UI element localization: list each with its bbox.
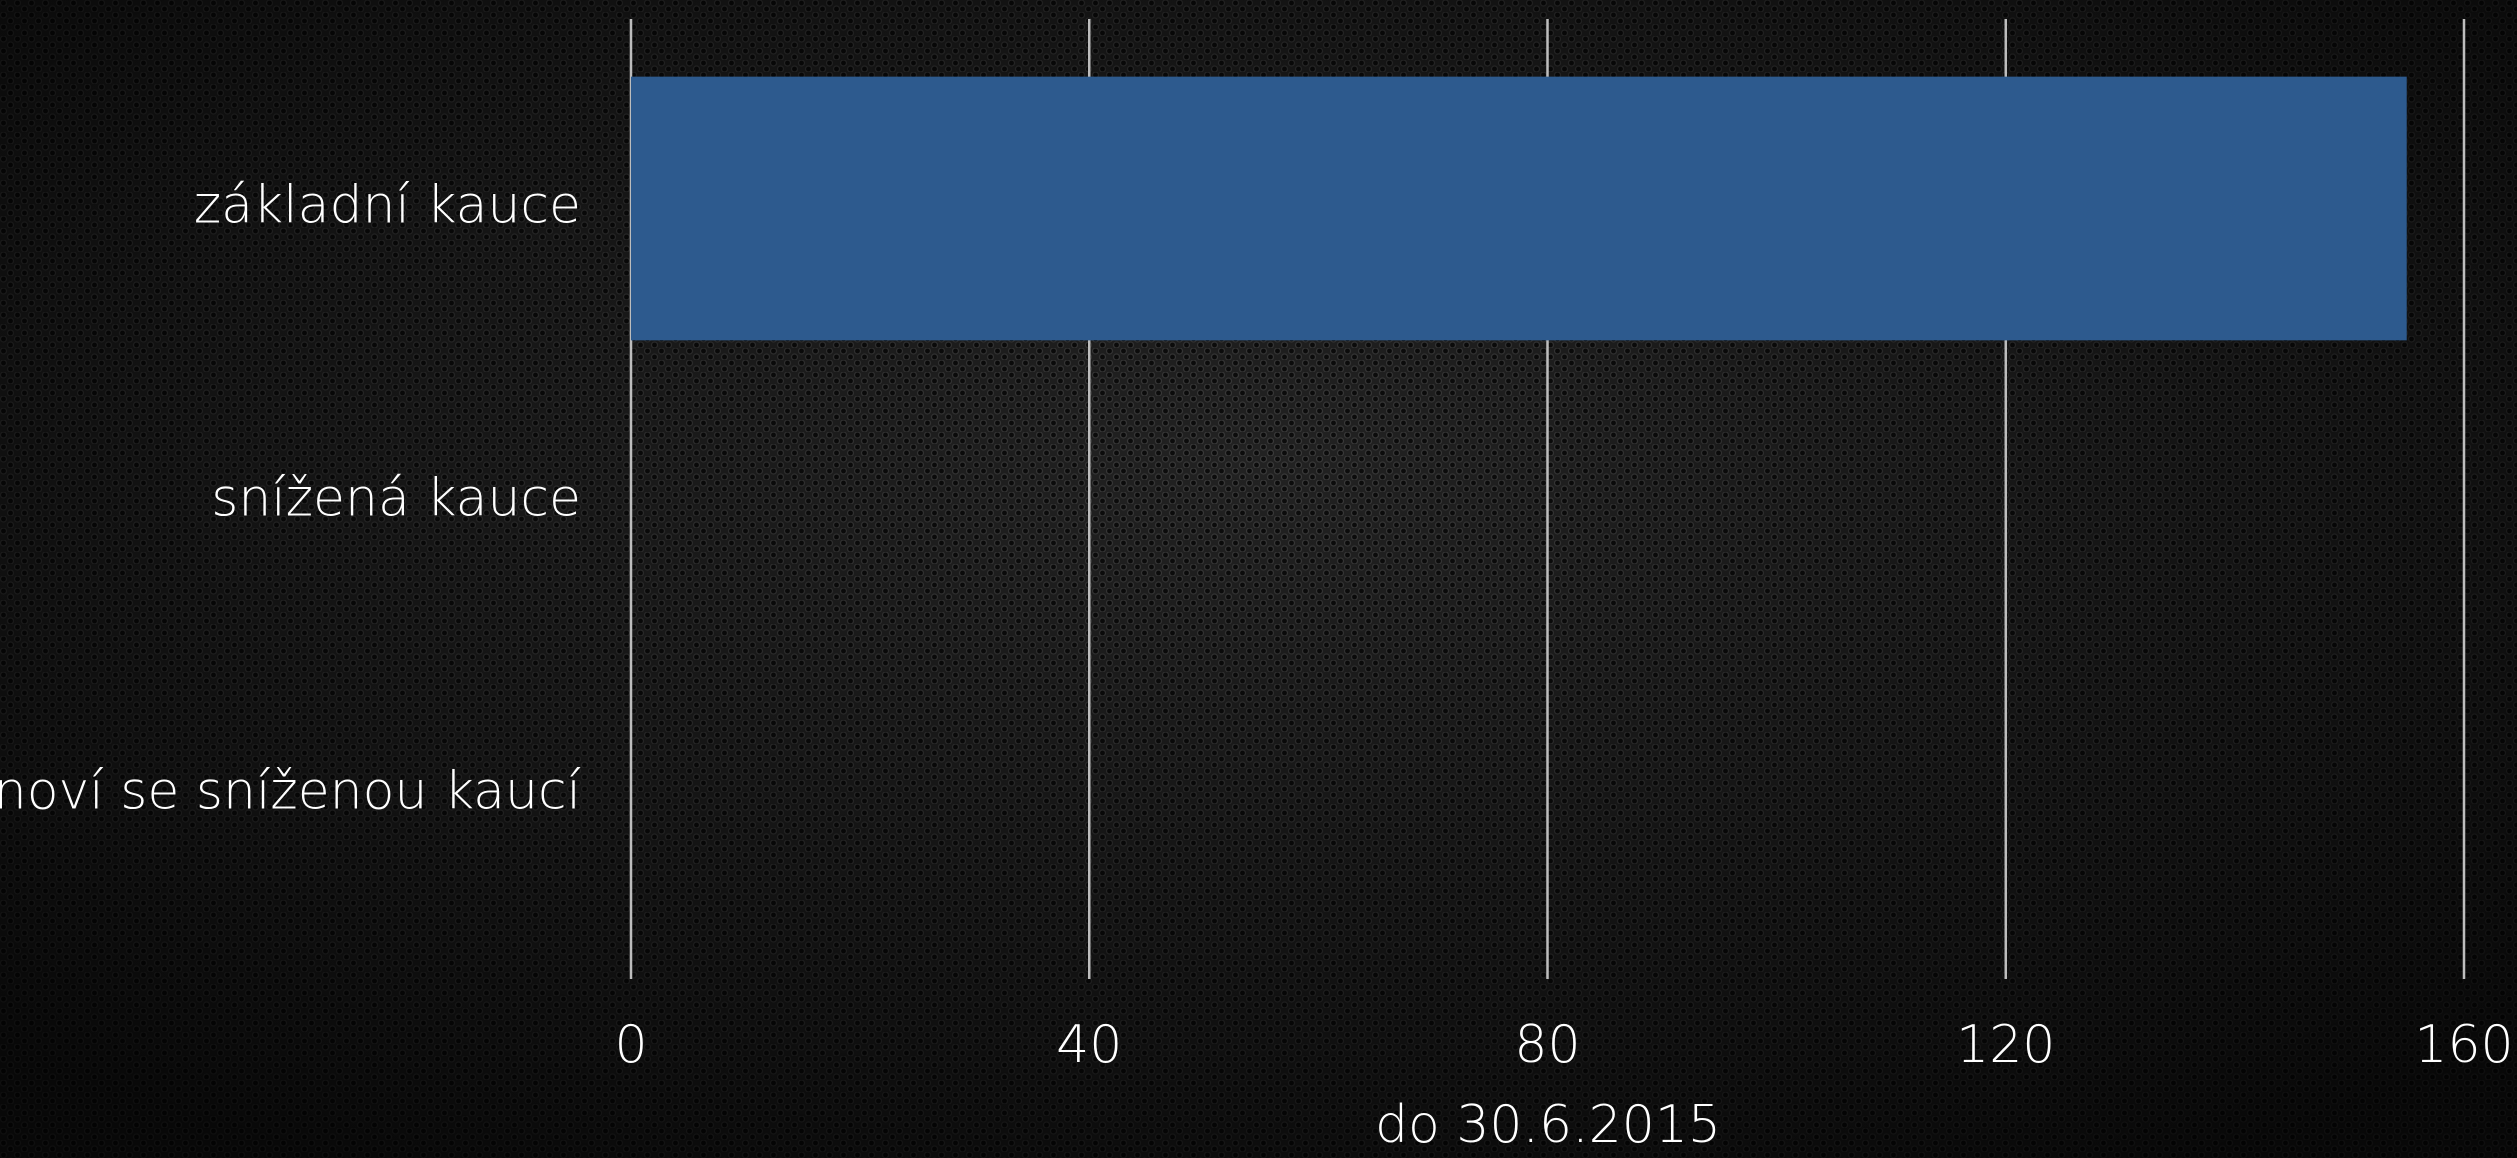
y-tick-label: noví se sníženou kaucí [0,762,582,822]
x-tick-label: 80 [1514,1015,1580,1075]
y-tick-label: snížená kauce [211,469,581,529]
bar [631,76,2407,341]
x-tick-label: 120 [1956,1015,2055,1075]
x-axis-title: do 30.6.2015 [1375,1095,1721,1155]
y-tick-label: základní kauce [194,176,581,236]
x-tick-label: 40 [1056,1015,1122,1075]
x-tick-label: 160 [2414,1015,2513,1075]
x-tick-label: 0 [614,1015,647,1075]
